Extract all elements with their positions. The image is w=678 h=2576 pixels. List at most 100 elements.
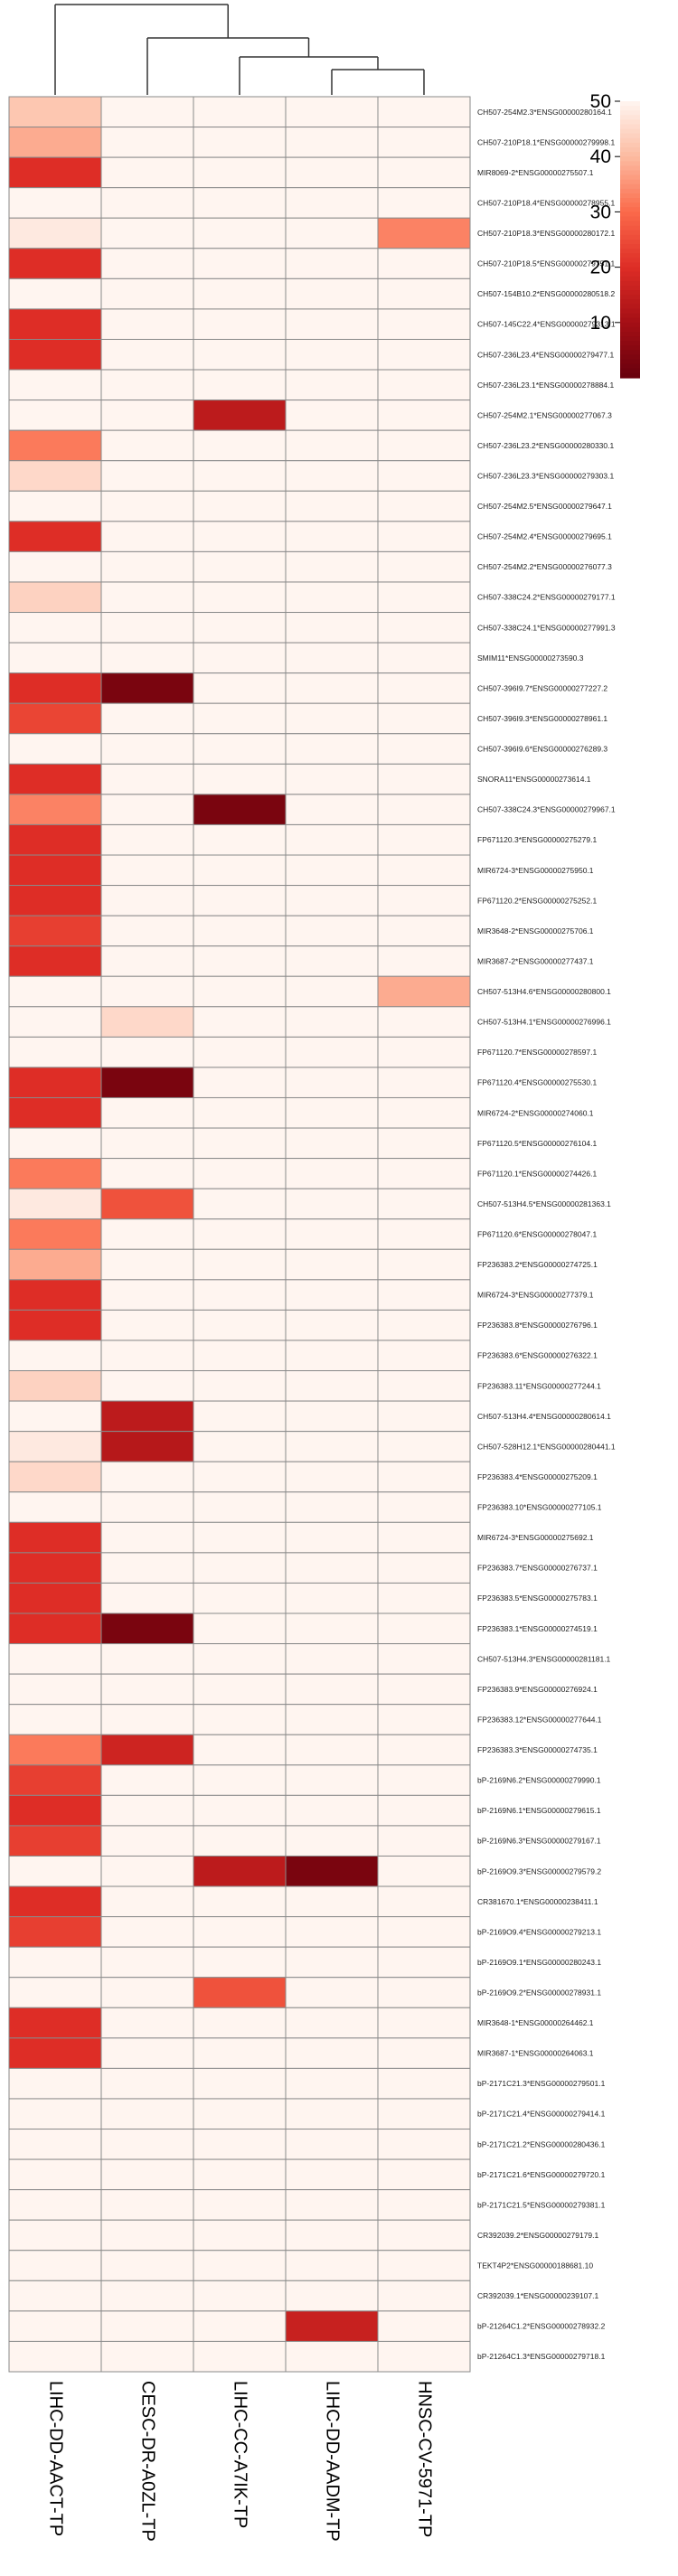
heatmap-cell bbox=[193, 885, 287, 917]
heatmap-cell bbox=[377, 2037, 471, 2069]
heatmap-cell bbox=[285, 2007, 379, 2039]
row-label: CH507-210P18.4*ENSG00000278955.1 bbox=[477, 198, 615, 207]
heatmap-cell bbox=[193, 521, 287, 552]
heatmap-cell bbox=[285, 1036, 379, 1068]
heatmap-cell bbox=[193, 1946, 287, 1979]
heatmap-cell bbox=[8, 2067, 102, 2100]
heatmap-cell bbox=[193, 1006, 287, 1038]
column-label: HNSC-CV-5971-TP bbox=[415, 2381, 435, 2537]
row-label: CH507-236L23.2*ENSG00000280330.1 bbox=[477, 441, 615, 450]
heatmap-cell bbox=[193, 400, 287, 431]
heatmap-cell bbox=[285, 763, 379, 795]
legend-swatch bbox=[620, 221, 640, 227]
heatmap-cell bbox=[377, 1552, 471, 1584]
legend-swatch bbox=[620, 345, 640, 351]
row-label: FP671120.3*ENSG00000275279.1 bbox=[477, 835, 597, 844]
legend-swatch bbox=[620, 317, 640, 324]
heatmap-cell bbox=[285, 1279, 379, 1311]
heatmap-cell bbox=[8, 1825, 102, 1857]
heatmap-cell bbox=[377, 1400, 471, 1433]
column-label: LIHC-DD-AADM-TP bbox=[323, 2381, 343, 2542]
heatmap-cell bbox=[377, 2129, 471, 2160]
heatmap-cell bbox=[377, 1127, 471, 1160]
heatmap-cell bbox=[285, 429, 379, 462]
heatmap-cell bbox=[377, 1096, 471, 1129]
heatmap-cell bbox=[8, 1977, 102, 2008]
heatmap-cell bbox=[8, 1491, 102, 1523]
row-label: CH507-513H4.6*ENSG00000280800.1 bbox=[477, 987, 611, 996]
heatmap-cell bbox=[377, 1612, 471, 1645]
legend-swatch bbox=[620, 212, 640, 218]
row-label: MIR6724-2*ENSG00000274060.1 bbox=[477, 1108, 594, 1117]
heatmap-cell bbox=[100, 2129, 194, 2160]
heatmap-cell bbox=[8, 96, 102, 128]
heatmap-cell bbox=[193, 1248, 287, 1281]
heatmap-cell bbox=[377, 794, 471, 825]
heatmap-cell bbox=[377, 490, 471, 522]
heatmap-cell bbox=[285, 702, 379, 735]
heatmap-cell bbox=[285, 1461, 379, 1493]
heatmap-cell bbox=[377, 248, 471, 279]
legend-swatch bbox=[620, 276, 640, 282]
heatmap-cell bbox=[377, 1794, 471, 1827]
heatmap-cell bbox=[377, 1946, 471, 1979]
heatmap-cell bbox=[377, 885, 471, 917]
row-label: bP-2171C21.4*ENSG00000279414.1 bbox=[477, 2110, 606, 2119]
heatmap-cell bbox=[193, 1158, 287, 1189]
heatmap-cell bbox=[193, 1612, 287, 1645]
heatmap-cell bbox=[193, 2340, 287, 2373]
row-label: FP236383.7*ENSG00000276737.1 bbox=[477, 1564, 598, 1573]
legend-swatch bbox=[620, 142, 640, 148]
heatmap-cell bbox=[285, 1158, 379, 1189]
heatmap-cell bbox=[193, 2007, 287, 2039]
row-label: bP-2169O9.4*ENSG00000279213.1 bbox=[477, 1927, 601, 1936]
legend-swatch bbox=[620, 308, 640, 315]
legend-swatch bbox=[620, 119, 640, 126]
legend-swatch bbox=[620, 230, 640, 236]
row-label: FP236383.12*ENSG00000277644.1 bbox=[477, 1715, 602, 1724]
row-label: CR392039.2*ENSG00000279179.1 bbox=[477, 2231, 598, 2240]
legend-tick-label: 50 bbox=[590, 91, 611, 112]
heatmap-cell bbox=[285, 672, 379, 704]
heatmap-cell bbox=[100, 1248, 194, 1281]
heatmap-cell bbox=[285, 1582, 379, 1614]
heatmap-cell bbox=[285, 490, 379, 522]
row-label: SMIM11*ENSG00000273590.3 bbox=[477, 653, 584, 663]
heatmap-cell bbox=[377, 1431, 471, 1462]
heatmap-cell bbox=[8, 2037, 102, 2069]
heatmap-cell bbox=[100, 1582, 194, 1614]
heatmap-cell bbox=[100, 1521, 194, 1554]
heatmap-cell bbox=[285, 1552, 379, 1584]
legend-swatch bbox=[620, 137, 640, 144]
heatmap-cell bbox=[8, 2129, 102, 2160]
heatmap-cell bbox=[100, 1309, 194, 1341]
row-label: FP236383.2*ENSG00000274725.1 bbox=[477, 1260, 598, 1269]
heatmap-cell bbox=[193, 1673, 287, 1706]
heatmap-cell bbox=[100, 1552, 194, 1584]
column-label: LIHC-DD-AACT-TP bbox=[46, 2381, 66, 2536]
heatmap-cell bbox=[193, 1916, 287, 1948]
heatmap-cell bbox=[285, 1400, 379, 1433]
legend-swatch bbox=[620, 363, 640, 370]
heatmap-cell bbox=[377, 429, 471, 462]
heatmap-cell bbox=[193, 1340, 287, 1372]
row-label: CH507-513H4.5*ENSG00000281363.1 bbox=[477, 1199, 611, 1208]
legend-swatch bbox=[620, 207, 640, 212]
heatmap-cell bbox=[100, 550, 194, 583]
heatmap-cell bbox=[100, 1491, 194, 1523]
heatmap-cell bbox=[100, 1916, 194, 1948]
heatmap-cell bbox=[8, 1946, 102, 1979]
heatmap-cell bbox=[193, 1552, 287, 1584]
row-label: FP236383.3*ENSG00000274735.1 bbox=[477, 1745, 598, 1754]
heatmap-cell bbox=[193, 1764, 287, 1796]
row-label: CH507-513H4.4*ENSG00000280614.1 bbox=[477, 1412, 611, 1421]
heatmap-cell bbox=[8, 763, 102, 795]
heatmap-cell bbox=[285, 2280, 379, 2312]
heatmap-cell bbox=[193, 823, 287, 856]
heatmap-cell bbox=[193, 1491, 287, 1523]
heatmap-cell bbox=[377, 1340, 471, 1372]
legend-swatch bbox=[620, 240, 640, 245]
heatmap-cell bbox=[285, 1431, 379, 1462]
heatmap-cell bbox=[193, 248, 287, 279]
row-label: FP671120.2*ENSG00000275252.1 bbox=[477, 896, 597, 905]
